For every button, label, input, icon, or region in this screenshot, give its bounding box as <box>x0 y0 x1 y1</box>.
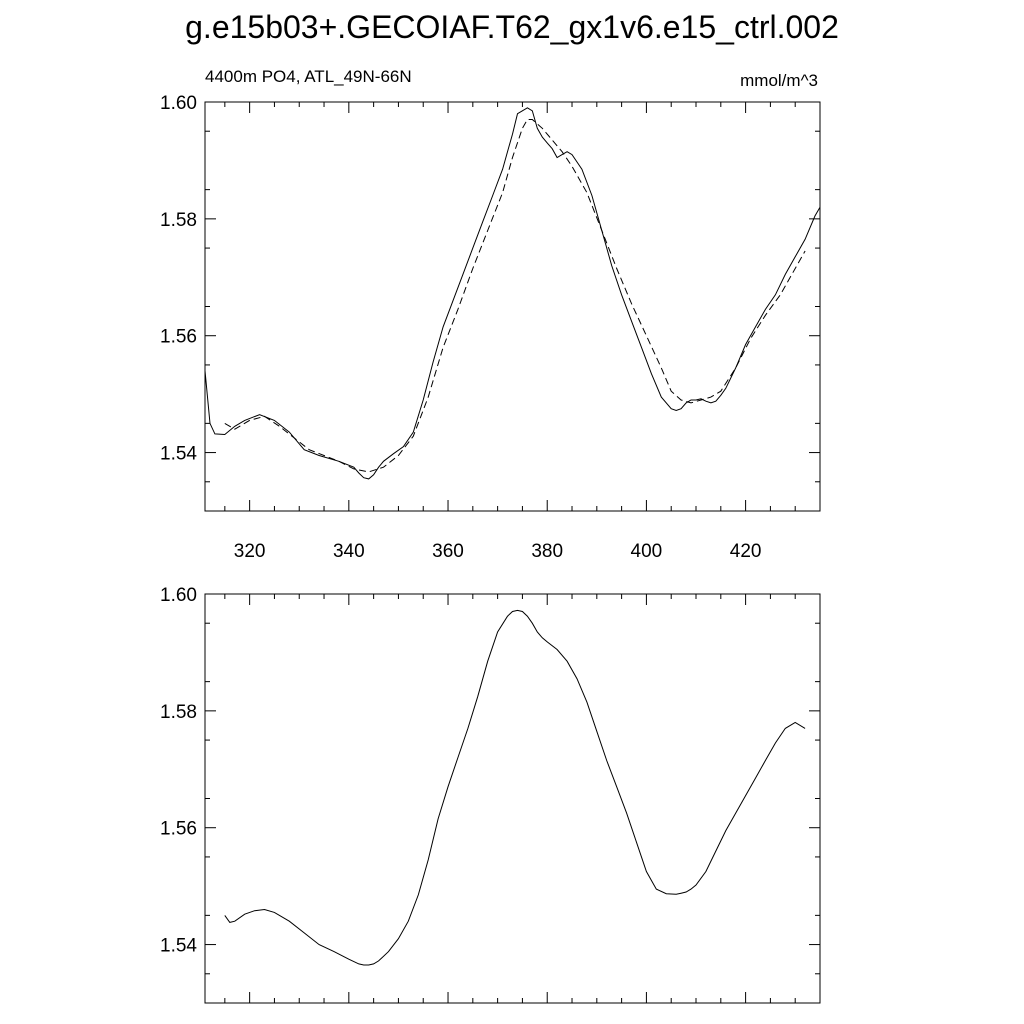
bottom-panel: 1.54 1.56 1.58 1.60 <box>160 585 821 1004</box>
top-series-solid-line <box>204 107 821 480</box>
bottom-plot-frame <box>204 593 821 1004</box>
top-x-tick-label: 320 <box>234 541 266 562</box>
top-y-tick-label: 1.58 <box>160 210 197 231</box>
top-panel-subtitle-left: 4400m PO4, ATL_49N-66N <box>205 67 412 86</box>
top-x-tick-label: 420 <box>730 541 762 562</box>
top-series-dashed-line <box>224 119 806 473</box>
top-y-tick-label: 1.60 <box>160 93 197 114</box>
bottom-y-tick-label: 1.58 <box>160 702 197 723</box>
bottom-series-solid-line <box>224 609 806 966</box>
top-plot-frame <box>204 101 821 512</box>
top-x-tick-label: 360 <box>432 541 464 562</box>
top-x-tick-label: 340 <box>333 541 365 562</box>
top-y-tick-label: 1.54 <box>160 444 197 465</box>
top-y-tick-label: 1.56 <box>160 327 197 348</box>
bottom-y-tick-label: 1.60 <box>160 585 197 606</box>
bottom-y-tick-label: 1.56 <box>160 819 197 840</box>
figure-title: g.e15b03+.GECOIAF.T62_gx1v6.e15_ctrl.002 <box>185 9 839 45</box>
top-x-tick-label: 380 <box>531 541 563 562</box>
bottom-y-tick-label: 1.54 <box>160 936 197 957</box>
top-panel: 1.54 1.56 1.58 1.60 320 340 360 380 400 420 <box>160 93 821 562</box>
top-panel-units-label: mmol/m^3 <box>740 71 818 90</box>
top-x-tick-label: 400 <box>631 541 663 562</box>
